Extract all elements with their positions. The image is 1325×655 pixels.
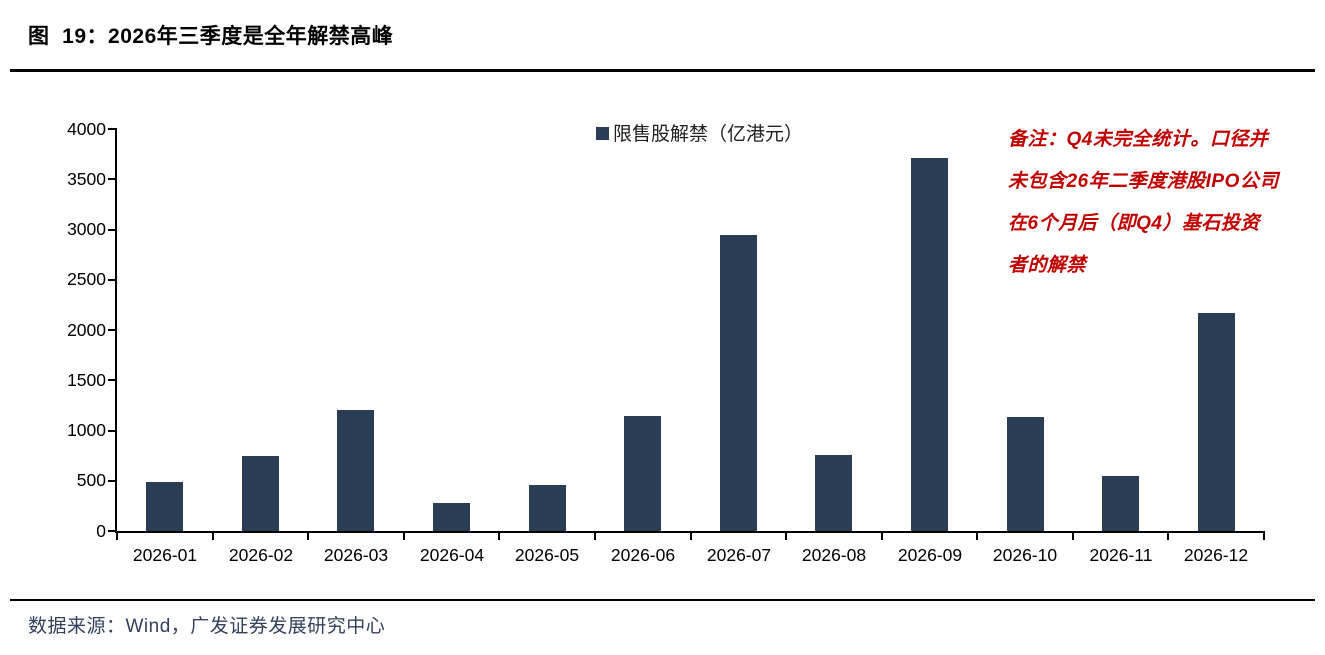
x-tick-label: 2026-03 <box>323 545 389 565</box>
chart-legend: 限售股解禁（亿港元） <box>596 119 803 146</box>
y-tick <box>108 329 116 331</box>
annotation-line: 未包含26年二季度港股IPO公司 <box>1008 171 1279 192</box>
y-tick <box>108 530 116 532</box>
annotation-note: 备注：Q4未完全统计。口径并 未包含26年二季度港股IPO公司 在6个月后（即Q… <box>1008 119 1313 287</box>
x-tick <box>403 533 405 540</box>
x-tick-label: 2026-02 <box>228 545 294 565</box>
annotation-line: 备注：Q4未完全统计。口径并 <box>1008 129 1269 150</box>
y-tick <box>108 229 116 231</box>
bottom-divider <box>10 599 1315 601</box>
x-tick-label: 2026-12 <box>1183 545 1249 565</box>
bar-2026-11 <box>1102 476 1139 531</box>
bar-2026-04 <box>433 503 470 531</box>
x-tick-label: 2026-10 <box>992 545 1058 565</box>
x-tick <box>881 533 883 540</box>
y-tick <box>108 128 116 130</box>
y-tick-label: 0 <box>96 521 106 541</box>
y-tick-label: 3500 <box>67 169 106 189</box>
bar-2026-03 <box>337 410 374 531</box>
x-tick <box>690 533 692 540</box>
annotation-line: 者的解禁 <box>1008 255 1087 276</box>
x-tick-label: 2026-01 <box>132 545 198 565</box>
bar-2026-08 <box>815 455 852 531</box>
x-tick <box>976 533 978 540</box>
bar-2026-07 <box>720 235 757 531</box>
y-tick-label: 2500 <box>67 269 106 289</box>
y-tick-label: 2000 <box>67 320 106 340</box>
y-tick <box>108 430 116 432</box>
y-tick <box>108 379 116 381</box>
y-tick <box>108 279 116 281</box>
x-tick-label: 2026-11 <box>1089 545 1153 565</box>
legend-label: 限售股解禁（亿港元） <box>613 124 804 145</box>
bar-2026-01 <box>146 482 183 531</box>
y-tick-label: 4000 <box>67 119 106 139</box>
bar-2026-06 <box>624 416 661 531</box>
y-tick <box>108 480 116 482</box>
x-tick <box>785 533 787 540</box>
legend-marker-icon <box>596 127 609 140</box>
x-tick-label: 2026-05 <box>514 545 580 565</box>
x-tick-label: 2026-08 <box>801 545 867 565</box>
bar-2026-05 <box>529 485 566 531</box>
x-tick <box>1167 533 1169 540</box>
y-tick-label: 1000 <box>67 420 106 440</box>
x-tick <box>498 533 500 540</box>
x-tick <box>1263 533 1265 540</box>
bar-2026-02 <box>242 456 279 531</box>
y-tick-label: 1500 <box>67 370 106 390</box>
x-tick-label: 2026-09 <box>897 545 963 565</box>
y-tick-label: 500 <box>76 470 106 490</box>
y-axis <box>115 128 117 533</box>
x-axis <box>117 531 1265 533</box>
bar-2026-09 <box>911 158 948 531</box>
bar-2026-12 <box>1198 313 1235 531</box>
x-tick <box>594 533 596 540</box>
top-divider <box>10 69 1315 72</box>
figure-title: 图 19：2026年三季度是全年解禁高峰 <box>28 25 394 48</box>
x-tick-label: 2026-07 <box>706 545 772 565</box>
bar-2026-10 <box>1007 417 1044 531</box>
x-tick-label: 2026-04 <box>419 545 485 565</box>
x-tick <box>116 533 118 540</box>
x-tick-label: 2026-06 <box>610 545 676 565</box>
data-source: 数据来源：Wind，广发证券发展研究中心 <box>28 616 386 637</box>
x-tick <box>307 533 309 540</box>
annotation-line: 在6个月后（即Q4）基石投资 <box>1008 213 1260 234</box>
y-tick <box>108 178 116 180</box>
x-tick <box>212 533 214 540</box>
bar-chart: 限售股解禁（亿港元） 备注：Q4未完全统计。口径并 未包含26年二季度港股IPO… <box>67 119 1313 565</box>
y-tick-label: 3000 <box>67 219 106 239</box>
x-tick <box>1072 533 1074 540</box>
